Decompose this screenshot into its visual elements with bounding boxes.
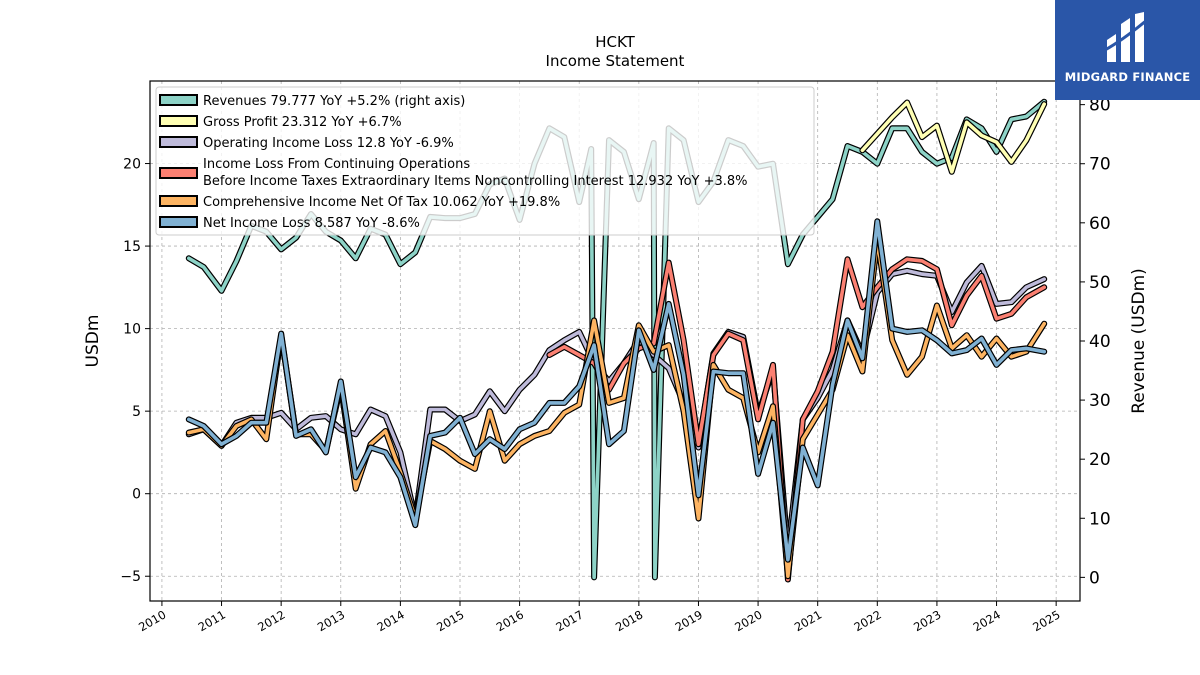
- y-tick-label-right: 20: [1089, 450, 1111, 470]
- chart-title: HCKT: [595, 33, 635, 51]
- x-tick-label: 2021: [792, 607, 824, 634]
- legend-swatch: [159, 216, 198, 228]
- y-tick-label-left: 15: [123, 239, 141, 255]
- y-axis-right: 0 10 20 30 40 50 60 70 80: [1080, 96, 1111, 588]
- y-axis-left: −5 0 5 10 15 20: [120, 157, 150, 585]
- y-tick-label-right: 30: [1089, 391, 1111, 411]
- midgard-finance-logo: MIDGARD FINANCE: [1055, 0, 1200, 100]
- legend-box: [155, 86, 815, 236]
- legend-label: Before Income Taxes Extraordinary Items …: [203, 174, 748, 189]
- logo-mark-icon: [1104, 12, 1148, 62]
- logo-text: MIDGARD FINANCE: [1064, 70, 1191, 84]
- x-tick-label: 2014: [375, 607, 407, 634]
- legend-label: Net Income Loss 8.587 YoY -8.6%: [203, 216, 420, 231]
- x-tick-label: 2017: [553, 607, 585, 634]
- y-axis-label-right: Revenue (USDm): [1129, 268, 1149, 414]
- series-line-1: [860, 100, 1046, 174]
- series-outline-4: [185, 236, 1048, 580]
- legend-label: Income Loss From Continuing Operations: [203, 157, 470, 172]
- y-tick-label-right: 50: [1089, 273, 1111, 293]
- x-tick-label: 2025: [1030, 607, 1062, 634]
- legend: Revenues 79.777 YoY +5.2% (right axis) Gr…: [155, 86, 815, 236]
- y-tick-label-right: 60: [1089, 214, 1111, 234]
- legend-swatch: [159, 115, 198, 127]
- x-tick-label: 2012: [255, 607, 287, 634]
- series-line-5: [187, 219, 1046, 562]
- series-lines: [185, 98, 1048, 583]
- series-line-2: [187, 264, 1046, 554]
- series-line-4: [187, 237, 1046, 578]
- x-tick-label: 2016: [494, 607, 526, 634]
- y-tick-label-left: 20: [123, 157, 141, 173]
- x-tick-label: 2015: [434, 607, 466, 634]
- legend-label: Gross Profit 23.312 YoY +6.7%: [203, 115, 402, 130]
- legend-label: Revenues 79.777 YoY +5.2% (right axis): [203, 94, 465, 109]
- x-tick-label: 2011: [196, 607, 228, 634]
- chart-subtitle: Income Statement: [545, 52, 685, 70]
- y-tick-label-left: −5: [120, 569, 141, 585]
- y-tick-label-right: 40: [1089, 332, 1111, 352]
- y-tick-label-right: 10: [1089, 509, 1111, 529]
- x-tick-label: 2023: [911, 607, 943, 634]
- legend-swatch: [159, 167, 198, 179]
- x-tick-label: 2020: [732, 607, 764, 634]
- y-tick-label-left: 10: [123, 322, 141, 338]
- x-tick-label: 2019: [673, 607, 705, 634]
- x-tick-label: 2022: [851, 607, 883, 634]
- series-outline-2: [185, 262, 1048, 555]
- x-tick-label: 2010: [136, 607, 168, 634]
- legend-swatch: [159, 94, 198, 106]
- legend-swatch: [159, 195, 198, 207]
- y-tick-label-right: 0: [1089, 568, 1100, 588]
- y-tick-label-right: 70: [1089, 155, 1111, 175]
- legend-label: Comprehensive Income Net Of Tax 10.062 Y…: [203, 195, 560, 210]
- legend-label: Operating Income Loss 12.8 YoY -6.9%: [203, 136, 454, 151]
- x-tick-label: 2018: [613, 607, 645, 634]
- y-tick-label-right: 80: [1089, 96, 1111, 116]
- x-axis: 2010 2011 2012 2013 2014 2015 2016 2017 2018 2019…: [136, 601, 1063, 634]
- y-tick-label-left: 5: [132, 404, 141, 420]
- y-tick-label-left: 0: [132, 487, 141, 503]
- x-tick-label: 2024: [971, 607, 1003, 634]
- y-axis-label-left: USDm: [83, 315, 103, 368]
- legend-swatch: [159, 136, 198, 148]
- x-tick-label: 2013: [315, 607, 347, 634]
